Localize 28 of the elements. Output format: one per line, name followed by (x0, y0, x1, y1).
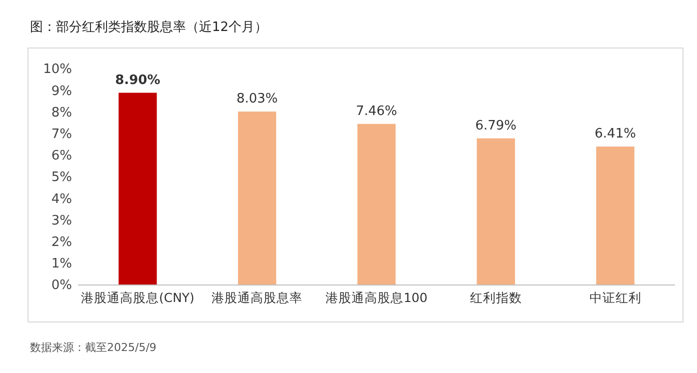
data-label: 8.90% (115, 72, 160, 88)
x-tick-label: 港股通高股息100 (326, 290, 428, 305)
data-label: 8.03% (236, 92, 278, 107)
bar (238, 112, 276, 285)
y-tick-label: 6% (51, 148, 72, 164)
data-label: 6.41% (594, 126, 636, 142)
y-tick-label: 0% (51, 278, 72, 294)
y-tick-label: 9% (51, 84, 72, 99)
y-tick-label: 3% (51, 213, 72, 228)
y-tick-label: 1% (51, 256, 72, 272)
data-label: 6.79% (475, 118, 517, 134)
y-tick-label: 7% (51, 126, 72, 142)
x-tick-label: 红利指数 (470, 290, 522, 305)
bar (357, 124, 396, 285)
bar (476, 138, 516, 285)
x-tick-label: 港股通高股息(CNY) (80, 290, 194, 305)
y-tick-label: 2% (51, 234, 72, 250)
y-tick-label: 10% (43, 62, 72, 78)
x-tick-label: 中证红利 (589, 290, 642, 305)
y-tick-label: 4% (51, 192, 72, 207)
bar (596, 146, 634, 285)
data-label: 7.46% (356, 104, 398, 119)
y-tick-label: 8% (51, 105, 72, 120)
chart-title: 图：部分红利类指数股息率（近12个月） (30, 19, 268, 35)
y-tick-label: 5% (51, 170, 72, 186)
x-tick-label: 港股通高股息率 (212, 290, 303, 305)
source-note: 数据来源：截至2025/5/9 (30, 341, 156, 354)
bar (118, 92, 157, 285)
